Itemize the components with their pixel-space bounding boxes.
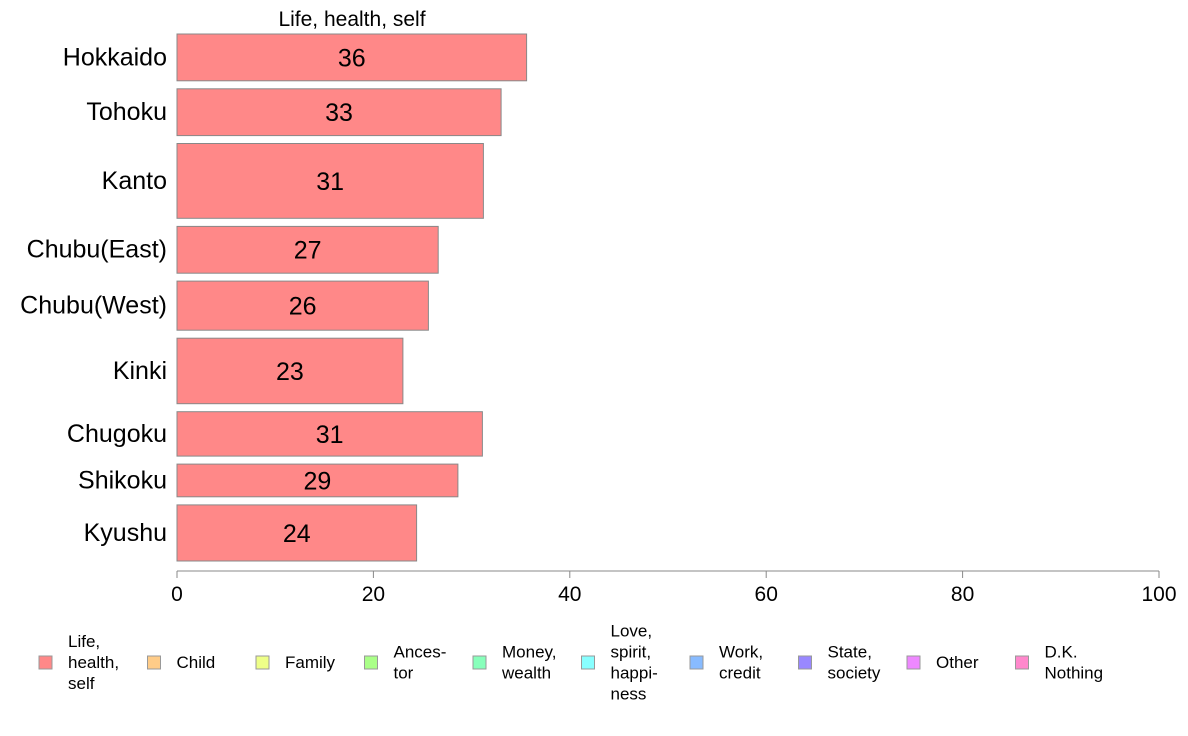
x-tick-label: 40 [558, 583, 581, 606]
bar-value-label: 31 [316, 168, 344, 196]
legend-swatch [689, 655, 704, 670]
bar-kyushu [176, 504, 418, 562]
legend-label: Ances-tor [394, 643, 447, 683]
category-label: Chubu(East) [27, 236, 167, 264]
bar-value-label: 31 [316, 421, 344, 449]
legend-swatch [581, 655, 595, 670]
category-label: Tohoku [86, 98, 167, 126]
bar-chugoku [176, 411, 483, 457]
legend-label: Child [177, 653, 216, 672]
bar-value-label: 26 [289, 293, 317, 321]
bar-value-label: 23 [276, 358, 304, 386]
category-label: Kyushu [84, 519, 167, 547]
bar-tohoku [176, 88, 502, 137]
bars [176, 33, 528, 562]
x-tick-label: 80 [951, 583, 974, 606]
legend-swatch [364, 655, 378, 670]
x-tick-label: 100 [1141, 583, 1176, 606]
category-label: Chugoku [67, 420, 167, 448]
category-labels: Hokkaido Tohoku Kanto Chubu(East) Chubu(West… [20, 43, 167, 547]
legend: Life, health, self Child Family Ances-tor Mone… [38, 622, 1104, 704]
bar-value-label: 33 [325, 99, 353, 127]
legend-swatch [1015, 655, 1029, 670]
legend-label: D.K. Nothing [1045, 643, 1104, 683]
legend-label: State, society [828, 643, 881, 683]
bar-value-label: 27 [294, 237, 322, 265]
legend-label: Work, credit [719, 643, 763, 683]
bar-value-label: 24 [283, 520, 311, 548]
legend-swatch [38, 655, 53, 670]
bar-hokkaido [176, 33, 528, 82]
bar-shikoku [176, 463, 459, 498]
legend-swatch [147, 655, 161, 670]
legend-swatch [472, 655, 487, 670]
x-tick-label: 60 [755, 583, 778, 606]
category-label: Hokkaido [63, 43, 167, 71]
bar-kinki [176, 337, 404, 405]
bar-value-labels: 36 33 31 27 26 23 31 29 24 [276, 44, 366, 548]
x-axis: 0 20 40 60 80 100 [171, 570, 1177, 606]
category-label: Shikoku [78, 467, 167, 495]
category-label: Kanto [102, 167, 167, 195]
bar-value-label: 36 [338, 44, 366, 72]
legend-swatch [906, 655, 921, 670]
legend-label: Money, wealth [501, 643, 557, 683]
legend-label: Love, spirit, happi-ness [611, 622, 658, 704]
legend-swatch [255, 655, 270, 670]
x-tick-label: 20 [362, 583, 385, 606]
legend-label: Other [936, 653, 979, 672]
legend-label: Family [285, 653, 336, 672]
x-tick-label: 0 [171, 583, 183, 606]
bar-chubu-east [176, 225, 439, 274]
category-label: Kinki [113, 357, 167, 385]
legend-label: Life, health, self [68, 632, 119, 693]
legend-swatch [798, 655, 812, 670]
bar-kanto [176, 143, 484, 219]
chart-title: Life, health, self [278, 8, 425, 31]
category-label: Chubu(West) [20, 292, 167, 320]
bar-chubu-west [176, 280, 429, 331]
bar-value-label: 29 [303, 468, 331, 496]
